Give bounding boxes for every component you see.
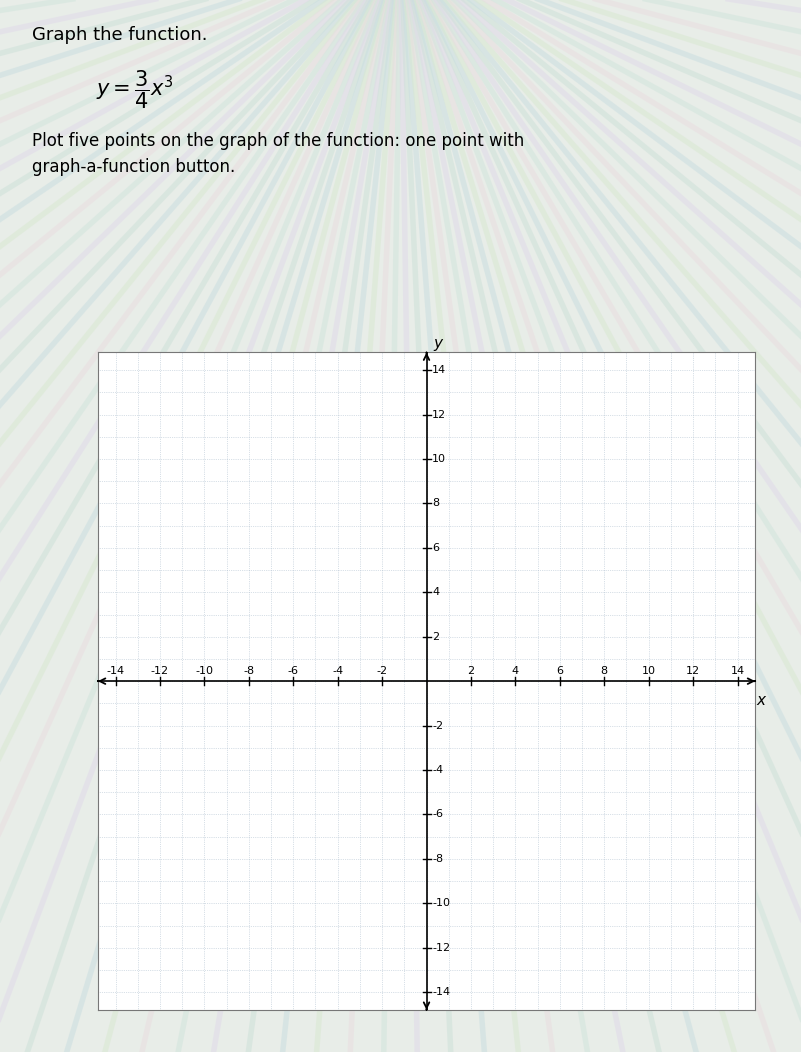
Text: -4: -4 xyxy=(332,666,344,675)
Text: 10: 10 xyxy=(432,454,446,464)
Text: -14: -14 xyxy=(432,987,450,997)
Text: -10: -10 xyxy=(432,898,450,908)
Text: -6: -6 xyxy=(432,809,443,820)
Text: -12: -12 xyxy=(151,666,169,675)
Text: -14: -14 xyxy=(107,666,125,675)
Text: -10: -10 xyxy=(195,666,213,675)
Text: y: y xyxy=(433,337,442,351)
Text: -2: -2 xyxy=(432,721,443,730)
Text: graph-a-function button.: graph-a-function button. xyxy=(32,158,235,176)
Text: 6: 6 xyxy=(432,543,439,553)
Text: 6: 6 xyxy=(557,666,563,675)
Text: 14: 14 xyxy=(432,365,446,376)
Text: 10: 10 xyxy=(642,666,656,675)
Text: Graph the function.: Graph the function. xyxy=(32,26,207,44)
Text: 8: 8 xyxy=(601,666,608,675)
Text: 12: 12 xyxy=(432,409,446,420)
Text: -2: -2 xyxy=(376,666,388,675)
Text: 14: 14 xyxy=(731,666,745,675)
Text: -8: -8 xyxy=(244,666,255,675)
Text: Plot five points on the graph of the function: one point with: Plot five points on the graph of the fun… xyxy=(32,132,525,149)
Text: 12: 12 xyxy=(686,666,700,675)
Text: -12: -12 xyxy=(432,943,450,953)
Text: 2: 2 xyxy=(432,632,439,642)
Text: 2: 2 xyxy=(468,666,474,675)
Text: x: x xyxy=(756,693,766,708)
Text: 8: 8 xyxy=(432,499,439,508)
Text: 4: 4 xyxy=(512,666,519,675)
Text: -4: -4 xyxy=(432,765,443,775)
Text: 4: 4 xyxy=(432,587,439,598)
Text: -6: -6 xyxy=(288,666,299,675)
Text: -8: -8 xyxy=(432,854,443,864)
Text: $y=\dfrac{3}{4}x^3$: $y=\dfrac{3}{4}x^3$ xyxy=(96,68,174,110)
